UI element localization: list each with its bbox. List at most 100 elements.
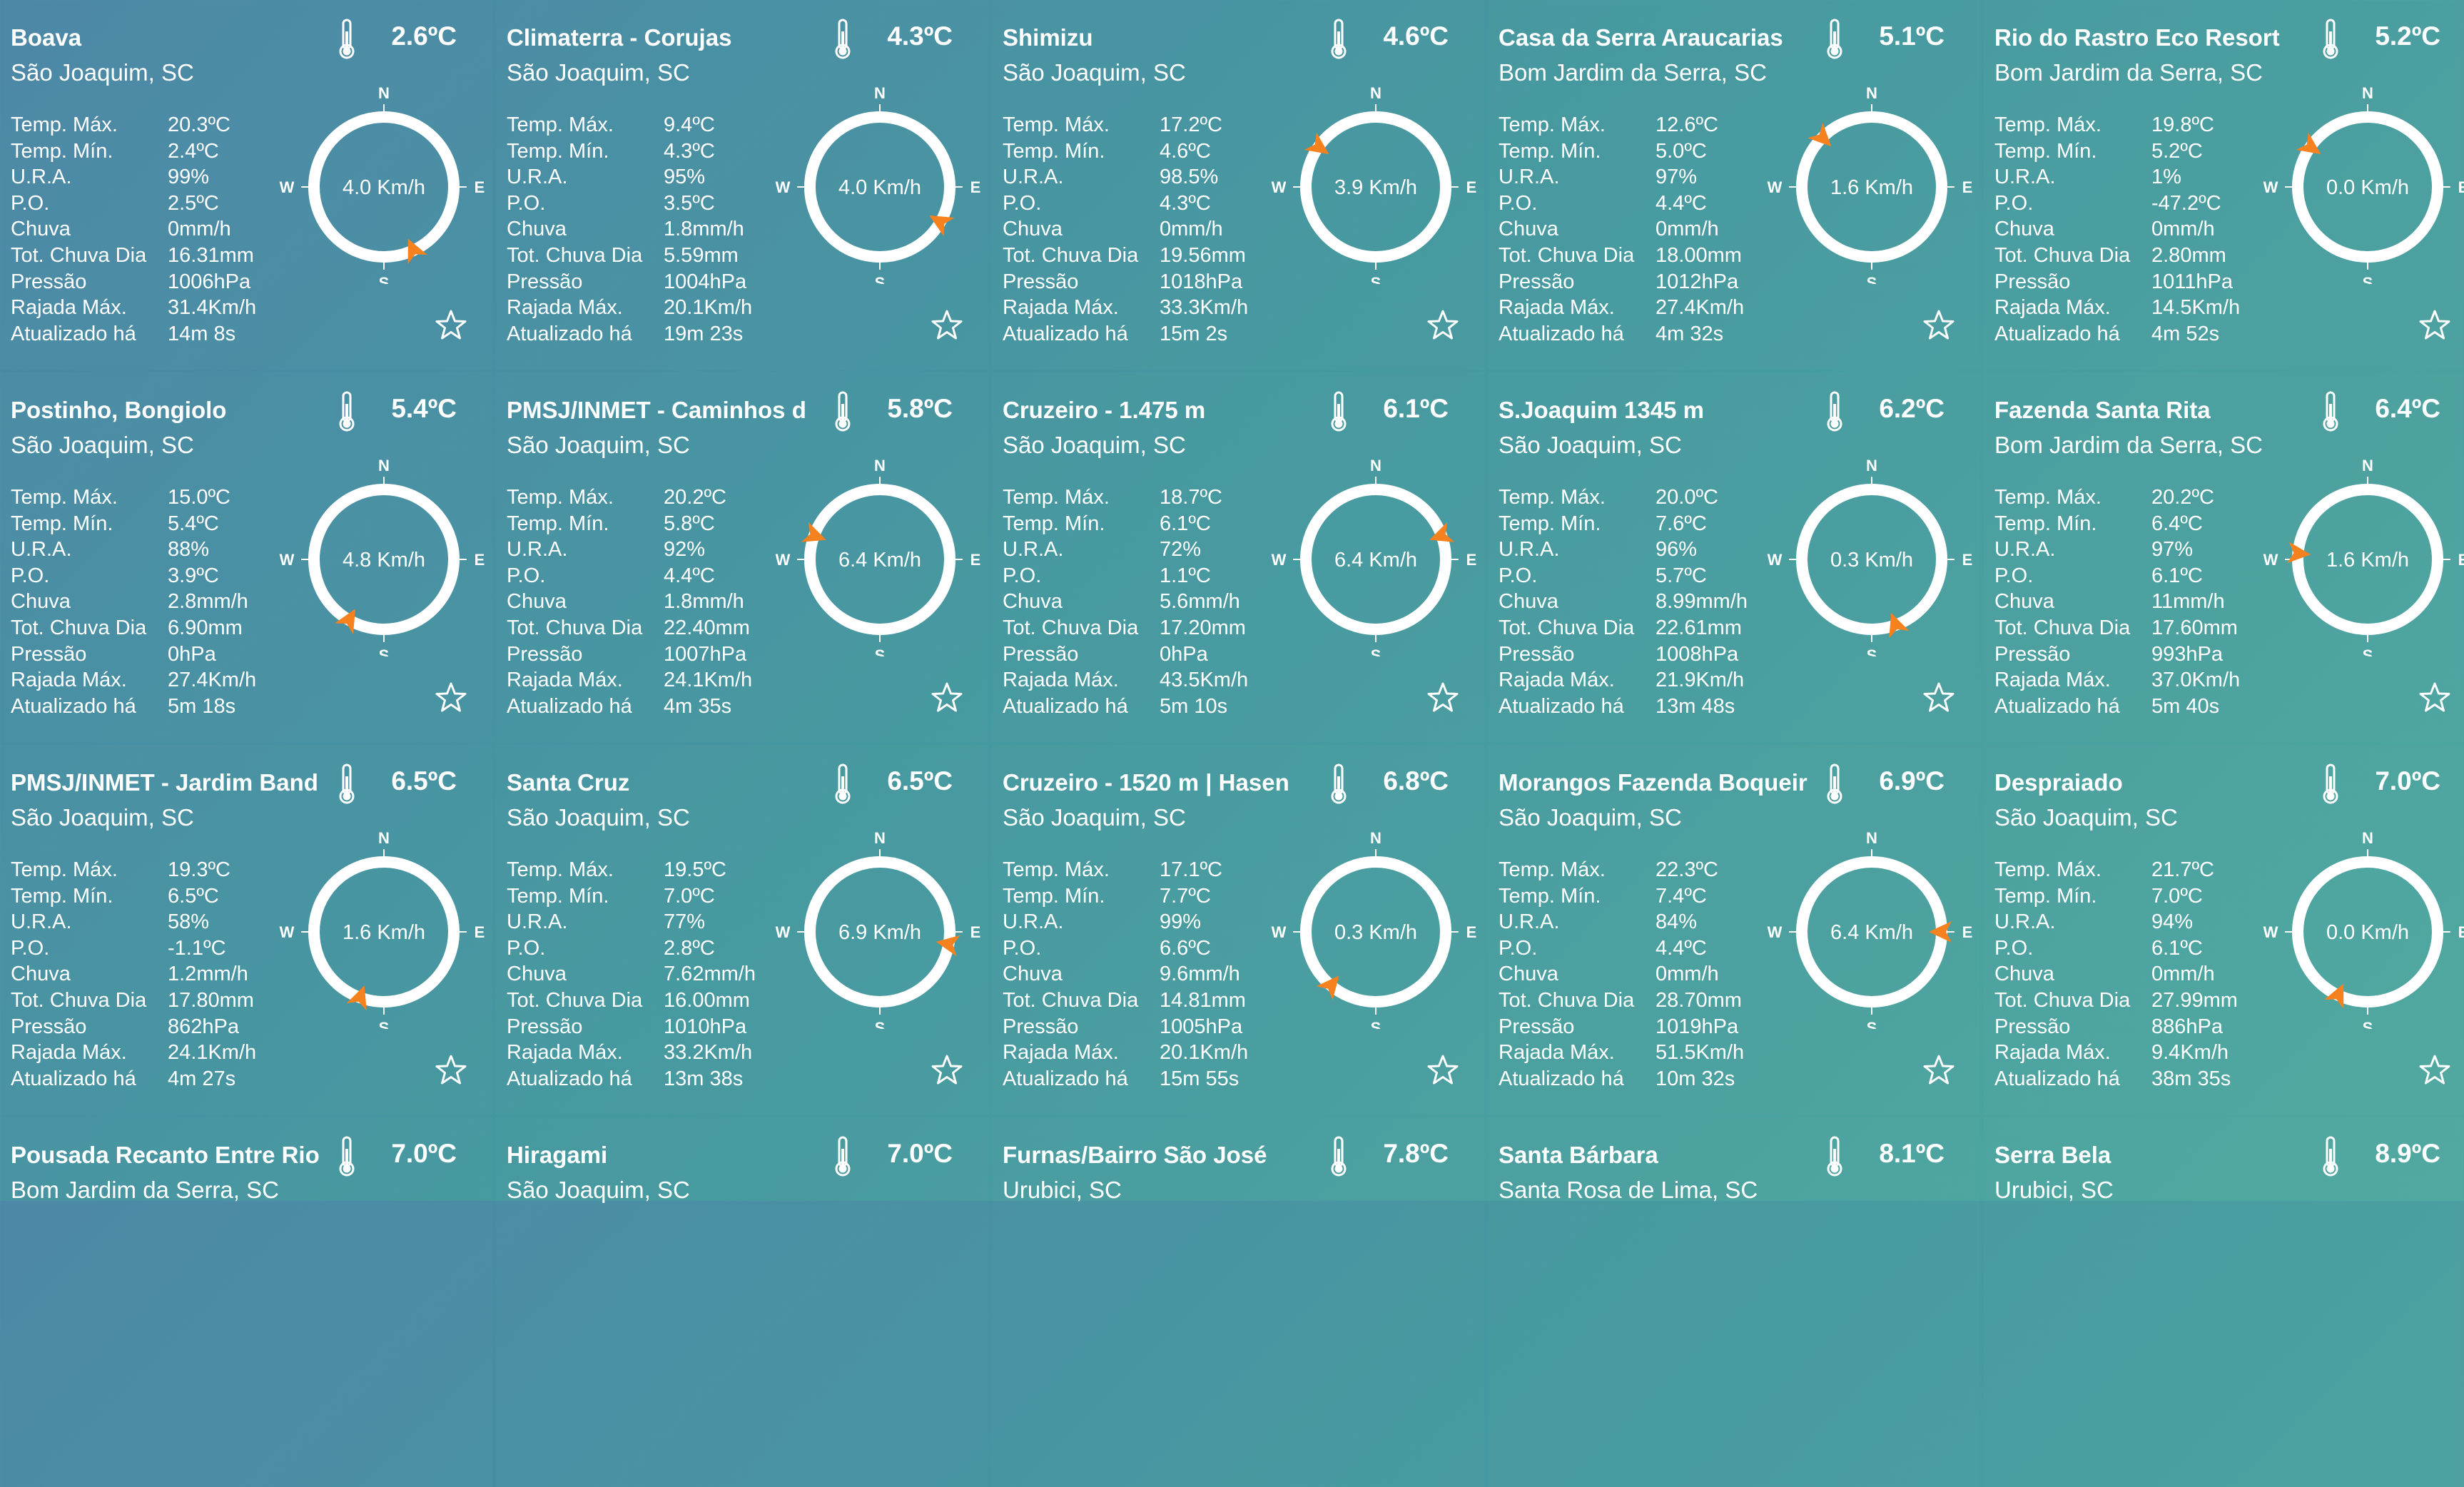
stat-value: 10m 32s <box>1656 1067 1735 1090</box>
station-name: Santa Cruz <box>507 769 630 796</box>
favorite-star-icon[interactable] <box>434 308 468 342</box>
stat-label: Chuva <box>1994 963 2054 986</box>
stat-row-rajada: Rajada Máx. 20.1Km/h <box>507 295 774 321</box>
stat-value: 92% <box>664 538 706 562</box>
station-card[interactable]: Hiragami 7.0ºC São Joaquim, SC <box>496 1117 988 1487</box>
stat-label: U.R.A. <box>1003 166 1064 189</box>
stat-row-pressao: Pressão 1007hPa <box>507 641 774 668</box>
compass-label-w: W <box>2263 923 2278 941</box>
station-stats: Temp. Máx. 20.3ºC Temp. Mín. 2.4ºC U.R.A. 99%… <box>11 112 278 347</box>
compass-label-w: W <box>1768 551 1783 569</box>
stat-row-tmax: Temp. Máx. 19.5ºC <box>507 857 774 883</box>
compass-label-s: S <box>875 1019 886 1029</box>
station-stats: Temp. Máx. 20.2ºC Temp. Mín. 5.8ºC U.R.A. 92%… <box>507 484 774 719</box>
stat-value: 4.3ºC <box>664 139 715 163</box>
stat-label: Atualizado há <box>1994 1067 2120 1090</box>
station-card[interactable]: Cruzeiro - 1.475 m 6.1ºC São Joaquim, SC Te… <box>992 372 1484 742</box>
favorite-star-icon[interactable] <box>930 681 964 715</box>
stat-row-po: P.O. 4.4ºC <box>1499 191 1766 217</box>
favorite-star-icon[interactable] <box>1426 1053 1460 1087</box>
favorite-star-icon[interactable] <box>2418 308 2452 342</box>
favorite-star-icon[interactable] <box>1922 681 1956 715</box>
compass-label-e: E <box>2458 178 2464 196</box>
favorite-star-icon[interactable] <box>930 308 964 342</box>
stat-row-ura: U.R.A. 94% <box>1994 909 2262 935</box>
station-name: PMSJ/INMET - Jardim Band <box>11 769 318 796</box>
station-card[interactable]: Furnas/Bairro São José 7.8ºC Urubici, SC <box>992 1117 1484 1487</box>
compass-label-e: E <box>475 923 485 941</box>
wind-compass: N S W E 1.6 Km/h <box>280 829 485 1029</box>
stat-label: Tot. Chuva Dia <box>11 616 147 639</box>
station-city: Bom Jardim da Serra, SC <box>1994 432 2263 458</box>
station-stats: Temp. Máx. 18.7ºC Temp. Mín. 6.1ºC U.R.A. 72%… <box>1003 484 1270 719</box>
compass-label-n: N <box>1866 829 1877 847</box>
stat-label: Rajada Máx. <box>1499 669 1615 692</box>
stat-label: Pressão <box>1499 642 1575 666</box>
stat-label: U.R.A. <box>507 166 568 189</box>
station-card[interactable]: Casa da Serra Araucarias 5.1ºC Bom Jardim … <box>1488 0 1980 370</box>
favorite-star-icon[interactable] <box>1426 308 1460 342</box>
wind-compass: N S W E 1.6 Km/h <box>1768 84 1973 284</box>
station-card[interactable]: Despraiado 7.0ºC São Joaquim, SC Temp. Máx.… <box>1984 745 2464 1115</box>
stat-row-ura: U.R.A. 98.5% <box>1003 164 1270 191</box>
stat-row-totchuva: Tot. Chuva Dia 17.20mm <box>1003 615 1270 641</box>
station-card[interactable]: Morangos Fazenda Boqueir 6.9ºC São Joaquim… <box>1488 745 1980 1115</box>
compass-label-s: S <box>2363 274 2373 284</box>
wind-compass: N S W E 0.0 Km/h <box>2263 84 2464 284</box>
stat-row-chuva: Chuva 0mm/h <box>1003 216 1270 243</box>
station-card[interactable]: Climaterra - Corujas 4.3ºC São Joaquim, SC… <box>496 0 988 370</box>
compass-label-s: S <box>2363 1019 2373 1029</box>
stat-row-ura: U.R.A. 95% <box>507 164 774 191</box>
station-card[interactable]: Pousada Recanto Entre Rio 7.0ºC Bom Jardim… <box>0 1117 492 1487</box>
compass-ring <box>2292 856 2443 1008</box>
favorite-star-icon[interactable] <box>2418 681 2452 715</box>
stat-label: P.O. <box>1499 191 1538 215</box>
station-stats: Temp. Máx. 19.8ºC Temp. Mín. 5.2ºC U.R.A. 1% P… <box>1994 112 2262 347</box>
stat-row-ura: U.R.A. 84% <box>1499 909 1766 935</box>
stat-label: Temp. Mín. <box>1994 512 2097 535</box>
station-card[interactable]: Postinho, Bongiolo 5.4ºC São Joaquim, SC Te… <box>0 372 492 742</box>
station-card[interactable]: Santa Cruz 6.5ºC São Joaquim, SC Temp. Máx.… <box>496 745 988 1115</box>
stat-value: 3.9ºC <box>168 564 219 587</box>
station-card[interactable]: Shimizu 4.6ºC São Joaquim, SC Temp. Máx. 17.… <box>992 0 1484 370</box>
thermometer-icon <box>2323 1136 2338 1177</box>
stat-label: Temp. Máx. <box>507 858 614 881</box>
station-card[interactable]: Boava 2.6ºC São Joaquim, SC Temp. Máx. 20.3º… <box>0 0 492 370</box>
compass-label-n: N <box>1370 84 1381 102</box>
stat-value: 51.5Km/h <box>1656 1041 1745 1065</box>
stat-row-totchuva: Tot. Chuva Dia 2.80mm <box>1994 243 2262 269</box>
station-name: Santa Bárbara <box>1499 1142 1658 1168</box>
station-grid: Boava 2.6ºC São Joaquim, SC Temp. Máx. 20.3º… <box>0 0 2464 1115</box>
stat-label: Chuva <box>11 963 71 986</box>
station-card[interactable]: Santa Bárbara 8.1ºC Santa Rosa de Lima, SC <box>1488 1117 1980 1487</box>
stat-row-rajada: Rajada Máx. 37.0Km/h <box>1994 667 2262 694</box>
stat-value: 1% <box>2151 166 2181 189</box>
stat-value: 43.5Km/h <box>1160 669 1249 692</box>
station-card[interactable]: Cruzeiro - 1520 m | Hasen 6.8ºC São Joaqui… <box>992 745 1484 1115</box>
stat-row-ura: U.R.A. 97% <box>1499 164 1766 191</box>
station-card[interactable]: Fazenda Santa Rita 6.4ºC Bom Jardim da Ser… <box>1984 372 2464 742</box>
favorite-star-icon[interactable] <box>1922 1053 1956 1087</box>
favorite-star-icon[interactable] <box>1922 308 1956 342</box>
station-card[interactable]: PMSJ/INMET - Jardim Band 6.5ºC São Joaquim… <box>0 745 492 1115</box>
stat-label: Rajada Máx. <box>11 296 127 320</box>
stat-row-chuva: Chuva 5.6mm/h <box>1003 589 1270 615</box>
favorite-star-icon[interactable] <box>434 681 468 715</box>
favorite-star-icon[interactable] <box>1426 681 1460 715</box>
station-card[interactable]: PMSJ/INMET - Caminhos d 5.8ºC São Joaquim,… <box>496 372 988 742</box>
stat-label: Tot. Chuva Dia <box>1003 616 1139 639</box>
favorite-star-icon[interactable] <box>434 1053 468 1087</box>
stat-label: Temp. Máx. <box>11 486 118 509</box>
favorite-star-icon[interactable] <box>2418 1053 2452 1087</box>
station-card[interactable]: Serra Bela 8.9ºC Urubici, SC <box>1984 1117 2464 1487</box>
stat-row-po: P.O. 4.4ºC <box>1499 935 1766 962</box>
station-card[interactable]: S.Joaquim 1345 m 6.2ºC São Joaquim, SC Temp… <box>1488 372 1980 742</box>
stat-label: Chuva <box>507 218 567 241</box>
stat-row-tmin: Temp. Mín. 6.5ºC <box>11 883 278 910</box>
station-card[interactable]: Rio do Rastro Eco Resort 5.2ºC Bom Jardim … <box>1984 0 2464 370</box>
stat-label: Temp. Mín. <box>507 884 609 908</box>
stat-row-ura: U.R.A. 96% <box>1499 537 1766 563</box>
favorite-star-icon[interactable] <box>930 1053 964 1087</box>
wind-direction-arrow-icon <box>346 985 367 1011</box>
stat-label: Pressão <box>1499 270 1575 293</box>
